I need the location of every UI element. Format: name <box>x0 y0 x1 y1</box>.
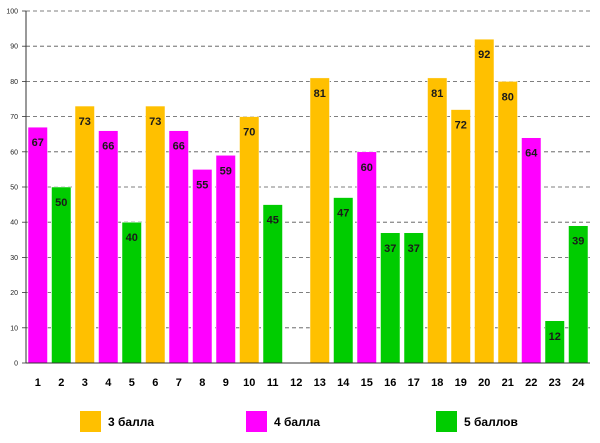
x-tick-label: 20 <box>478 377 490 389</box>
legend-swatch <box>80 411 101 432</box>
legend-label: 5 баллов <box>464 415 518 429</box>
legend-swatch <box>246 411 267 432</box>
legend-label: 4 балла <box>274 415 320 429</box>
y-tick-label: 60 <box>10 149 18 156</box>
y-tick-label: 0 <box>14 361 18 368</box>
bar <box>356 151 377 364</box>
y-tick-label: 10 <box>10 325 18 332</box>
x-tick-label: 14 <box>337 377 350 389</box>
axes <box>25 11 590 364</box>
data-label: 81 <box>314 88 326 100</box>
bar <box>474 38 495 364</box>
data-label: 73 <box>149 116 161 128</box>
legend: 3 балла 4 балла 5 баллов <box>80 411 518 432</box>
data-label: 73 <box>79 116 91 128</box>
data-label: 47 <box>337 208 349 220</box>
x-tick-label: 19 <box>455 377 467 389</box>
x-tick-label: 13 <box>314 377 326 389</box>
data-label: 50 <box>55 197 67 209</box>
x-tick-label: 22 <box>525 377 537 389</box>
y-tick-label: 40 <box>10 220 18 227</box>
x-tick-label: 3 <box>82 377 88 389</box>
bar <box>27 126 48 364</box>
data-label: 70 <box>243 127 255 139</box>
data-label: 92 <box>478 49 490 61</box>
legend-label: 3 балла <box>108 415 154 429</box>
data-label: 40 <box>126 232 138 244</box>
y-tick-label: 80 <box>10 79 18 86</box>
data-labels: 67 50 73 66 40 73 66 55 59 70 45 81 47 60 37 37 81 72 92 80… <box>32 49 585 343</box>
data-label: 66 <box>102 141 114 153</box>
legend-swatch <box>436 411 457 432</box>
bar <box>333 197 354 364</box>
y-tick-label: 70 <box>10 114 18 121</box>
y-tick-label: 100 <box>6 9 18 16</box>
x-tick-label: 6 <box>152 377 158 389</box>
x-tick-label: 2 <box>58 377 64 389</box>
x-tick-label: 1 <box>35 377 41 389</box>
data-label: 59 <box>220 165 232 177</box>
data-label: 72 <box>455 120 467 132</box>
bar <box>74 105 95 364</box>
data-label: 37 <box>384 243 396 255</box>
x-tick-label: 18 <box>431 377 443 389</box>
data-label: 66 <box>173 141 185 153</box>
y-tick-label: 20 <box>10 290 18 297</box>
x-tick-label: 5 <box>129 377 135 389</box>
data-label: 67 <box>32 137 44 149</box>
bar <box>98 130 119 364</box>
x-tick-label: 23 <box>549 377 561 389</box>
bar <box>427 77 448 364</box>
x-tick-label: 12 <box>290 377 302 389</box>
data-label: 55 <box>196 179 208 191</box>
data-label: 81 <box>431 88 443 100</box>
bar <box>450 109 471 364</box>
bar <box>262 204 283 364</box>
x-tick-label: 21 <box>502 377 514 389</box>
data-label: 60 <box>361 162 373 174</box>
data-label: 37 <box>408 243 420 255</box>
x-axis-ticks: 1 2 3 4 5 6 7 8 9 10 11 12 13 14 15 16 17 18 19 20 21 22 23 24 <box>35 377 586 389</box>
data-label: 64 <box>525 148 538 160</box>
bar <box>215 155 236 364</box>
data-label: 45 <box>267 215 279 227</box>
data-label: 39 <box>572 236 584 248</box>
bar <box>497 81 518 364</box>
x-tick-label: 8 <box>199 377 205 389</box>
x-tick-label: 10 <box>243 377 255 389</box>
bar <box>51 186 72 364</box>
y-tick-label: 50 <box>10 185 18 192</box>
x-tick-label: 15 <box>361 377 373 389</box>
y-tick-label: 90 <box>10 44 18 51</box>
bar <box>521 137 542 364</box>
bar <box>309 77 330 364</box>
x-tick-label: 17 <box>408 377 420 389</box>
data-label: 80 <box>502 91 514 103</box>
y-axis-ticks: 0 10 20 30 40 50 60 70 80 90 100 <box>6 9 26 368</box>
gridlines <box>26 10 590 329</box>
data-label: 12 <box>549 331 561 343</box>
x-tick-label: 11 <box>267 377 279 389</box>
bar <box>145 105 166 364</box>
x-tick-label: 24 <box>572 377 585 389</box>
bar <box>239 116 260 364</box>
x-tick-label: 16 <box>384 377 396 389</box>
bar <box>168 130 189 364</box>
bars <box>27 38 589 364</box>
y-tick-label: 30 <box>10 255 18 262</box>
bar <box>192 169 213 364</box>
x-tick-label: 7 <box>176 377 182 389</box>
x-tick-label: 9 <box>223 377 229 389</box>
x-tick-label: 4 <box>105 377 112 389</box>
